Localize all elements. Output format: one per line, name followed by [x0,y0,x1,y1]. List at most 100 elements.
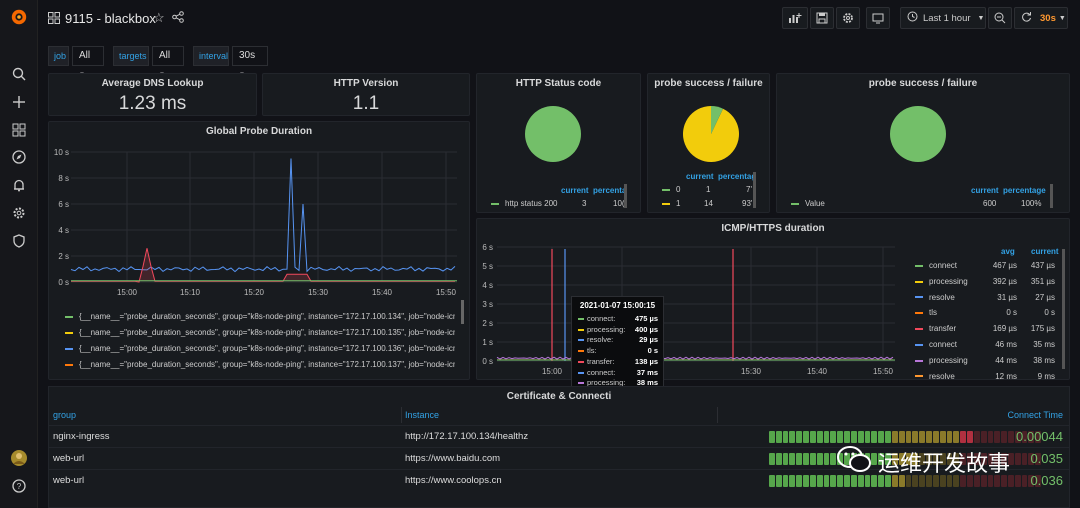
tooltip-value: 37 ms [636,367,658,377]
gauge-cell [837,431,844,443]
gauge-cell [939,475,946,487]
x-tick-label: 15:00 [542,367,563,376]
tooltip-row: tls: 0 s [578,346,658,356]
tooltip-row: connect: 37 ms [578,368,658,378]
legend-item[interactable]: processing [915,356,968,365]
var-select-targets[interactable]: All ▼ [152,46,184,78]
panel-probe-success-1[interactable]: probe success / failure current percenta… [647,73,770,213]
legend-item[interactable]: http status 200 [491,199,557,208]
dashboards-icon[interactable] [9,120,29,140]
pie-slice-0 [711,106,723,134]
panel-probe-success-2[interactable]: probe success / failure current percenta… [776,73,1070,213]
x-tick-label: 15:30 [741,367,762,376]
legend-item[interactable]: resolve [915,293,955,302]
avatar[interactable] [9,448,29,468]
gauge-cell [769,475,775,487]
column-header-group[interactable]: group [53,410,77,420]
watermark-text: 运维开发故事 [878,452,1011,477]
gear-icon[interactable] [9,203,29,223]
var-select-job[interactable]: All ▼ [72,46,104,78]
legend-swatch [915,375,923,378]
legend-item[interactable]: 0 [662,185,680,194]
gauge-cell [844,453,850,465]
refresh-button[interactable]: 30s ▼ [1014,7,1068,29]
x-tick-label: 15:50 [873,367,894,376]
legend-name: transfer [929,324,957,334]
gauge-cell [953,475,960,487]
legend-item[interactable]: {__name__="probe_duration_seconds", grou… [65,360,455,369]
dashboard-title[interactable]: 9115 - blackbox [65,11,156,26]
table-row[interactable]: nginx-ingress http://172.17.100.134/healt… [49,425,1069,447]
gauge-cell [926,431,932,443]
add-panel-button[interactable] [782,7,808,29]
legend-item[interactable]: {__name__="probe_duration_seconds", grou… [65,344,455,353]
grafana-logo-icon[interactable] [9,7,29,27]
column-header-instance[interactable]: Instance [405,410,440,420]
legend-name: 1 [676,199,681,208]
legend-item[interactable]: {__name__="probe_duration_seconds", grou… [65,312,455,321]
gauge-cell [1028,431,1035,443]
panel-average-dns[interactable]: Average DNS Lookup 1.23 ms [48,73,257,116]
gauge-cell [980,475,987,487]
tooltip-swatch [578,318,584,321]
legend-item[interactable]: 1 [662,199,680,208]
cell-instance[interactable]: https://www.coolops.cn [405,475,502,486]
legend-swatch [915,264,923,267]
panel-http-version[interactable]: HTTP Version 1.1 [262,73,470,116]
legend-item[interactable]: {__name__="probe_duration_seconds", grou… [65,328,455,337]
column-header-connect-time[interactable]: Connect Time [1007,410,1063,420]
shield-icon[interactable] [9,231,29,251]
help-icon[interactable]: ? [9,476,29,496]
tooltip-time: 2021-01-07 15:00:15 [579,301,656,310]
panel-global-probe-duration[interactable]: Global Probe Duration 10 s 8 s 6 s 4 s 2 s 0 … [48,121,470,380]
star-icon[interactable]: ☆ [153,10,165,25]
legend-item[interactable]: connect [915,340,957,349]
legend-item[interactable]: tls [915,308,937,317]
legend-item[interactable]: connect [915,261,957,270]
legend-item[interactable]: resolve [915,372,955,379]
gauge-cell [967,475,973,487]
scrollbar[interactable] [1050,184,1053,208]
gauge-cell [1021,453,1028,465]
gauge-cell [775,431,782,443]
scrollbar[interactable] [624,184,627,208]
panel-http-status-code[interactable]: HTTP Status code current percenta http s… [476,73,641,213]
legend-item[interactable]: transfer [915,324,956,333]
explore-icon[interactable] [9,147,29,167]
scrollbar[interactable] [753,172,756,208]
table-row[interactable]: web-url https://www.coolops.cn 0.036 [49,469,1069,491]
tooltip-value: 29 µs [639,335,658,345]
zoom-out-button[interactable] [988,7,1012,29]
cell-instance[interactable]: https://www.baidu.com [405,453,501,464]
tooltip-value: 38 ms [636,378,658,388]
panel-title: HTTP Version [333,78,399,89]
settings-button[interactable] [836,7,860,29]
var-select-interval[interactable]: 30s ▼ [232,46,268,78]
gauge-cell [898,431,905,443]
save-button[interactable] [810,7,834,29]
scrollbar[interactable] [1062,249,1065,369]
gauge-cell [782,453,789,465]
tooltip-value: 0 s [647,346,658,356]
cell-connect-time: 0.035 [1030,451,1063,466]
plus-icon[interactable] [9,92,29,112]
gauge-cell [871,453,878,465]
time-picker-button[interactable]: Last 1 hour ▼ [900,7,986,29]
legend-swatch [915,359,923,362]
legend-name: {__name__="probe_duration_seconds", grou… [79,328,455,337]
pie-chart [890,106,946,162]
panel-icmp-https-duration[interactable]: ICMP/HTTPS duration 6 s 5 s 4 s 3 s 2 s 1 s 0 … [476,218,1070,380]
legend-item[interactable]: processing [915,277,968,286]
cell-instance[interactable]: http://172.17.100.134/healthz [405,431,529,442]
gauge-cell [953,453,960,465]
legend-swatch [915,343,923,346]
tv-mode-button[interactable] [866,7,890,29]
tooltip-row: connect: 475 µs [578,314,658,324]
share-icon[interactable] [172,11,184,26]
scrollbar[interactable] [461,300,464,324]
search-icon[interactable] [9,64,29,84]
y-tick-label: 5 s [482,262,493,271]
bell-icon[interactable] [9,175,29,195]
gauge-cell [850,431,857,443]
legend-item[interactable]: Value [791,199,825,208]
